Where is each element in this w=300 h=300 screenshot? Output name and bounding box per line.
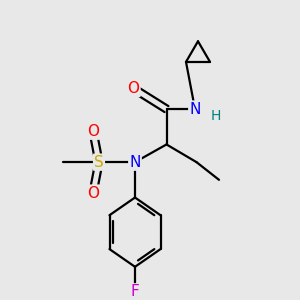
Text: N: N (189, 102, 201, 117)
Text: N: N (129, 154, 141, 169)
Text: O: O (87, 186, 99, 201)
Text: H: H (211, 110, 221, 123)
Text: O: O (128, 81, 140, 96)
Text: S: S (94, 154, 104, 169)
Text: F: F (130, 284, 140, 299)
Text: O: O (87, 124, 99, 139)
